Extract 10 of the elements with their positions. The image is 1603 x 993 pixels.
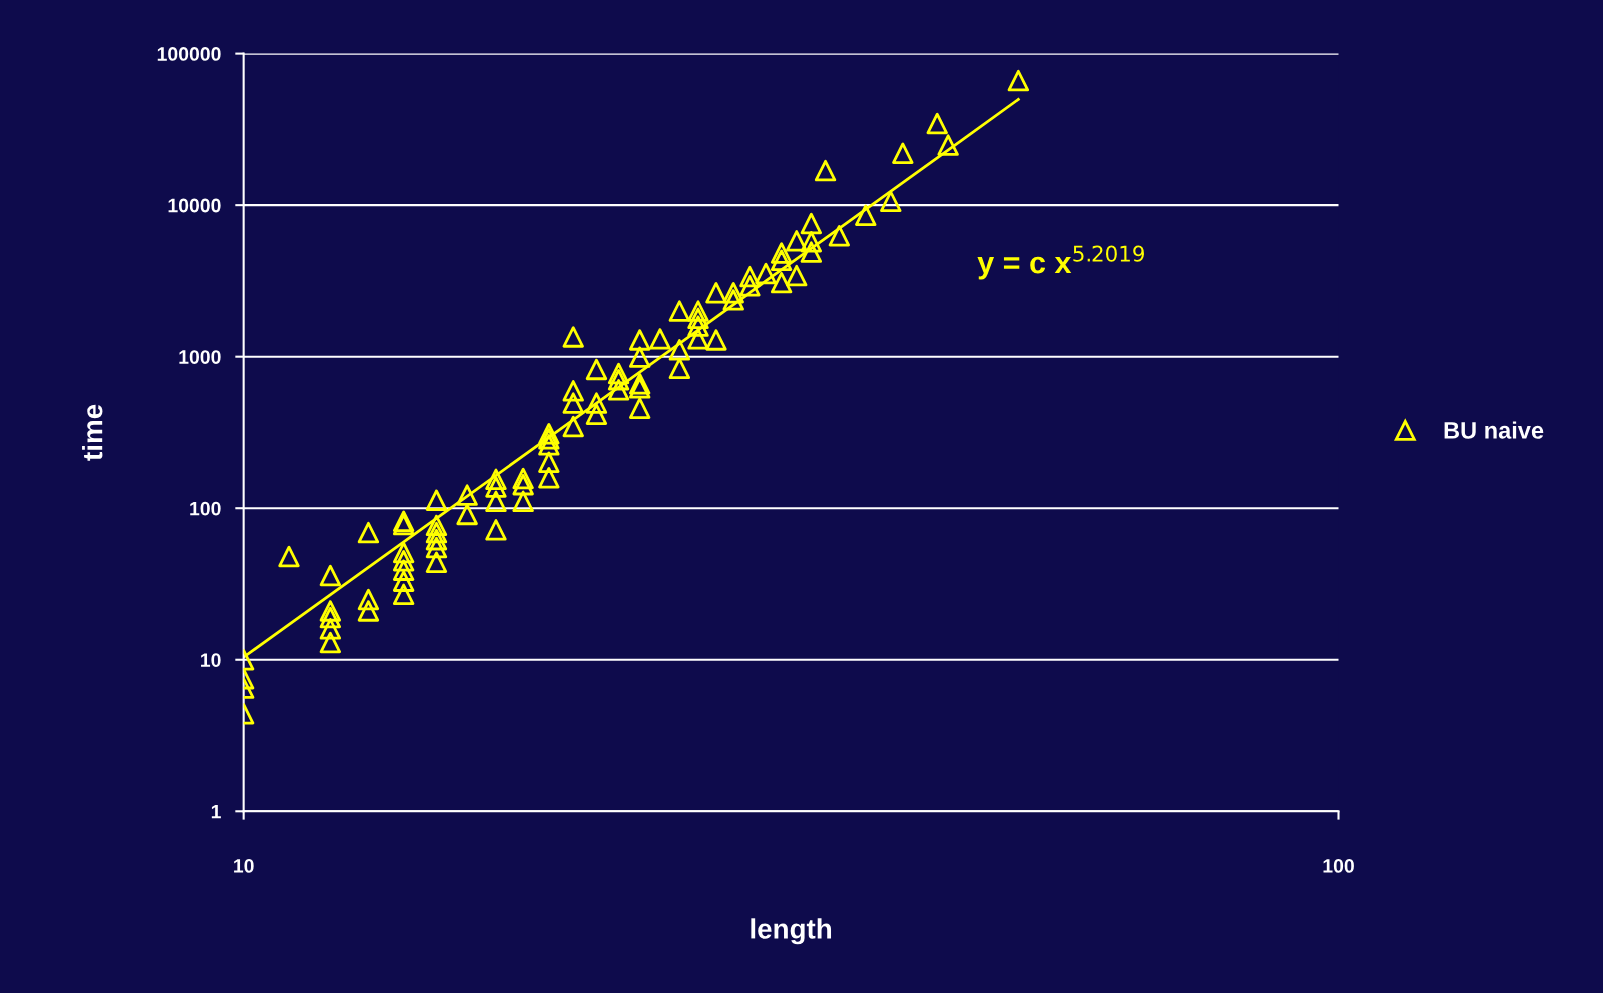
y-tick-label: 1 [211, 804, 221, 819]
y-tick-label: 1000 [179, 350, 221, 364]
legend-label: BU naive [1444, 421, 1544, 439]
y-tick-label: 100000 [157, 47, 221, 61]
annotation: y = c x$^{5.2019}$ [977, 245, 1144, 280]
y-tick-label: 10000 [168, 198, 221, 213]
y-tick-label: 100 [190, 501, 221, 516]
x-axis-title: length [751, 918, 832, 945]
y-tick-label: 10 [201, 653, 221, 667]
y-axis-title: time [82, 404, 103, 461]
